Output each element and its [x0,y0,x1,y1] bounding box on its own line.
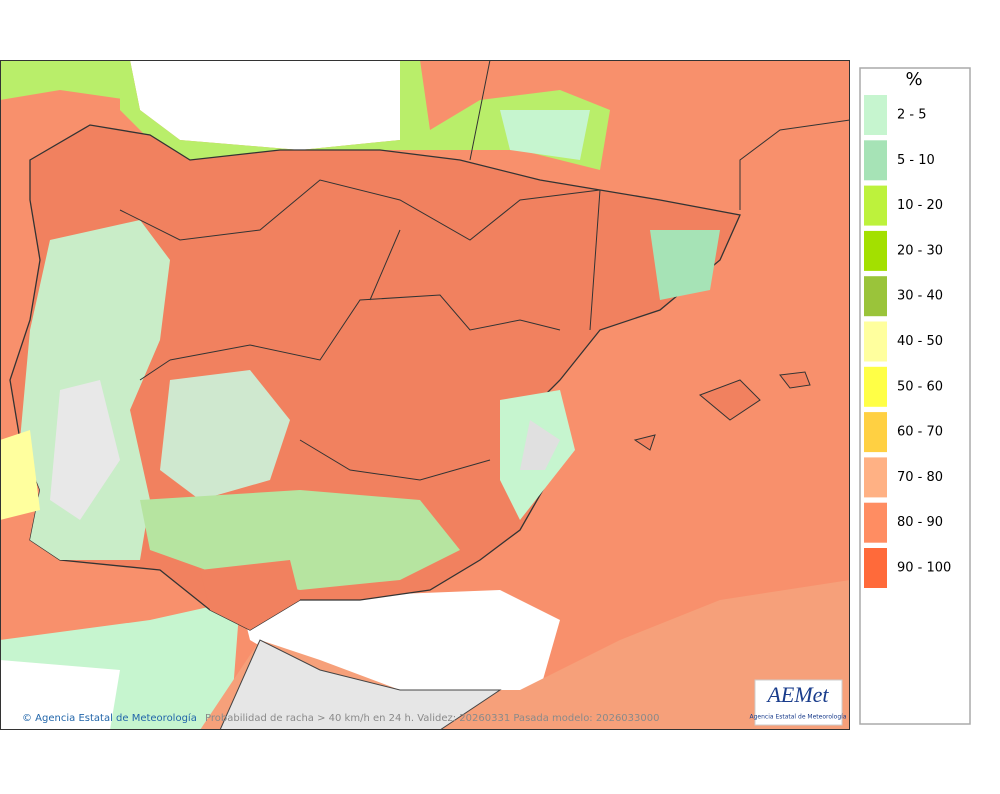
map-area [0,60,850,730]
legend-swatch [864,230,887,271]
legend-label: 70 - 80 [897,470,943,485]
legend-label: 80 - 90 [897,515,943,530]
legend-label: 10 - 20 [897,198,943,213]
map-frame [0,60,850,730]
island [699,379,761,421]
logo-box [754,679,843,726]
island [779,371,811,389]
logo-name: AEMet [765,682,829,707]
coastline [739,119,850,210]
legend-label: 30 - 40 [897,289,943,304]
calm-area [520,420,560,470]
legend-label: 2 - 5 [897,108,927,123]
calm-area [130,60,400,150]
legend-label: 20 - 30 [897,243,943,258]
legend-swatch [864,412,887,453]
logo-subtitle: Agencia Estatal de Meteorología [750,714,847,721]
legend-swatch [864,276,887,317]
legend-swatch [864,140,887,181]
legend-title: % [905,69,922,90]
legend-swatch [864,185,887,226]
legend-label: 50 - 60 [897,379,943,394]
legend-swatch [864,95,887,135]
legend-label: 40 - 50 [897,334,943,349]
wind-band [140,490,460,590]
credit: © Agencia Estatal de Meteorología [22,712,197,724]
legend-swatch [864,548,887,588]
wind-band [0,430,40,520]
island [633,434,656,451]
legend-swatch [864,457,887,498]
calm-area [0,660,120,730]
wind-band [650,230,720,300]
legend-label: 5 - 10 [897,153,935,168]
calm-area [50,380,120,520]
calm-area [160,370,290,500]
wind-band [0,60,130,100]
land-iberia-strong [200,560,300,630]
legend-label: 60 - 70 [897,425,943,440]
wind-band [120,60,610,170]
legend-swatch [864,321,887,362]
land-africa [219,639,502,730]
legend-label: 90 - 100 [897,561,951,576]
caption: Probabilidad de racha > 40 km/h en 24 h.… [205,713,659,724]
legend-swatch [864,502,887,543]
region-border [119,60,601,481]
calm-area [500,110,590,160]
legend-swatch [864,366,887,407]
